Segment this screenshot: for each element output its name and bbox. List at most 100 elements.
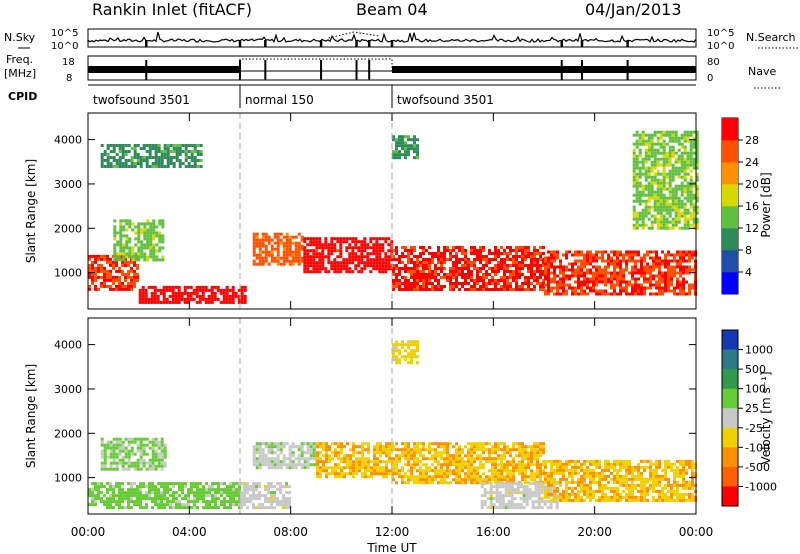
heatmap-cell xyxy=(553,468,556,472)
heatmap-cell xyxy=(619,468,622,472)
heatmap-cell xyxy=(571,498,574,502)
heatmap-cell xyxy=(279,485,282,489)
heatmap-cell xyxy=(165,285,169,289)
heatmap-cell xyxy=(527,264,530,267)
heatmap-cell xyxy=(410,454,413,458)
heatmap-cell xyxy=(495,485,499,489)
heatmap-cell xyxy=(550,259,553,263)
heatmap-cell xyxy=(580,286,583,290)
heatmap-cell xyxy=(416,448,419,452)
heatmap-cell xyxy=(146,246,150,250)
heatmap-cell xyxy=(473,481,476,485)
heatmap-cell xyxy=(598,274,601,278)
heatmap-cell xyxy=(303,237,307,241)
heatmap-cell xyxy=(452,445,455,449)
heatmap-cell xyxy=(476,442,479,446)
heatmap-cell xyxy=(392,472,395,476)
heatmap-cell xyxy=(556,289,559,293)
heatmap-cell xyxy=(255,238,259,242)
heatmap-cell xyxy=(157,503,160,507)
heatmap-cell xyxy=(118,144,122,147)
heatmap-cell xyxy=(139,461,143,465)
heatmap-cell xyxy=(586,492,589,496)
heatmap-cell xyxy=(160,506,163,510)
heatmap-cell xyxy=(610,259,613,263)
heatmap-cell xyxy=(285,500,288,504)
heatmap-cell xyxy=(491,472,494,476)
heatmap-cell xyxy=(583,271,586,275)
heatmap-cell xyxy=(577,253,580,257)
heatmap-cell xyxy=(121,497,124,501)
heatmap-cell xyxy=(473,472,476,476)
heatmap-cell xyxy=(340,445,343,449)
heatmap-cell xyxy=(559,262,562,266)
heatmap-cell xyxy=(553,480,556,484)
heatmap-cell xyxy=(291,463,295,467)
heatmap-cell xyxy=(527,466,530,470)
heatmap-cell xyxy=(640,492,643,496)
heatmap-cell xyxy=(616,262,619,266)
heatmap-cell xyxy=(112,446,116,450)
heatmap-cell xyxy=(674,187,678,191)
heatmap-cell xyxy=(413,475,416,479)
heatmap-cell xyxy=(404,249,407,252)
heatmap-cell xyxy=(258,253,262,257)
heatmap-cell xyxy=(568,498,571,502)
heatmap-cell xyxy=(122,228,126,232)
heatmap-cell xyxy=(106,144,110,147)
heatmap-cell xyxy=(635,217,639,221)
heatmap-cell xyxy=(692,139,696,143)
heatmap-cell xyxy=(464,249,467,252)
heatmap-cell xyxy=(106,467,110,471)
heatmap-cell xyxy=(446,258,449,261)
heatmap-cell xyxy=(373,448,376,452)
heatmap-cell xyxy=(692,136,696,140)
heatmap-cell xyxy=(139,491,142,495)
heatmap-cell xyxy=(103,500,106,504)
heatmap-cell xyxy=(638,169,642,173)
heatmap-cell xyxy=(382,472,385,476)
heatmap-cell xyxy=(363,255,367,259)
heatmap-cell xyxy=(580,483,583,487)
heatmap-cell xyxy=(119,225,123,229)
heatmap-cell xyxy=(276,250,280,254)
heatmap-cell xyxy=(119,252,123,256)
heatmap-cell xyxy=(398,258,401,261)
heatmap-cell xyxy=(349,460,352,464)
heatmap-cell xyxy=(479,285,482,288)
heatmap-cell xyxy=(680,151,684,155)
heatmap-cell xyxy=(670,268,673,272)
heatmap-cell xyxy=(112,461,116,465)
heatmap-cell xyxy=(638,133,642,137)
heatmap-cell xyxy=(413,246,416,249)
heatmap-cell xyxy=(148,156,152,159)
heatmap-cell xyxy=(695,217,699,221)
heatmap-cell xyxy=(461,273,464,276)
heatmap-cell xyxy=(398,273,401,276)
heatmap-cell xyxy=(544,292,547,296)
heatmap-cell xyxy=(146,240,150,244)
heatmap-cell xyxy=(160,437,164,441)
heatmap-cell xyxy=(550,280,553,284)
heatmap-cell xyxy=(183,297,187,301)
heatmap-cell xyxy=(152,219,156,223)
heatmap-cell xyxy=(208,488,211,492)
heatmap-cell xyxy=(100,281,103,285)
heatmap-cell xyxy=(140,243,144,247)
heatmap-cell xyxy=(190,482,193,486)
heatmap-cell xyxy=(270,497,273,501)
heatmap-cell xyxy=(658,277,661,281)
heatmap-cell xyxy=(497,472,500,476)
heatmap-cell xyxy=(644,157,648,161)
heatmap-cell xyxy=(328,445,331,449)
heatmap-cell xyxy=(325,466,328,470)
heatmap-cell xyxy=(351,252,355,256)
heatmap-cell xyxy=(187,506,190,510)
heatmap-cell xyxy=(225,291,229,295)
heatmap-cell xyxy=(407,270,410,273)
beam-label: Beam 04 xyxy=(356,0,428,19)
heatmap-cell xyxy=(199,482,202,486)
colorbar-tick-label: 24 xyxy=(745,156,759,169)
heatmap-cell xyxy=(483,488,487,492)
heatmap-cell xyxy=(619,465,622,469)
